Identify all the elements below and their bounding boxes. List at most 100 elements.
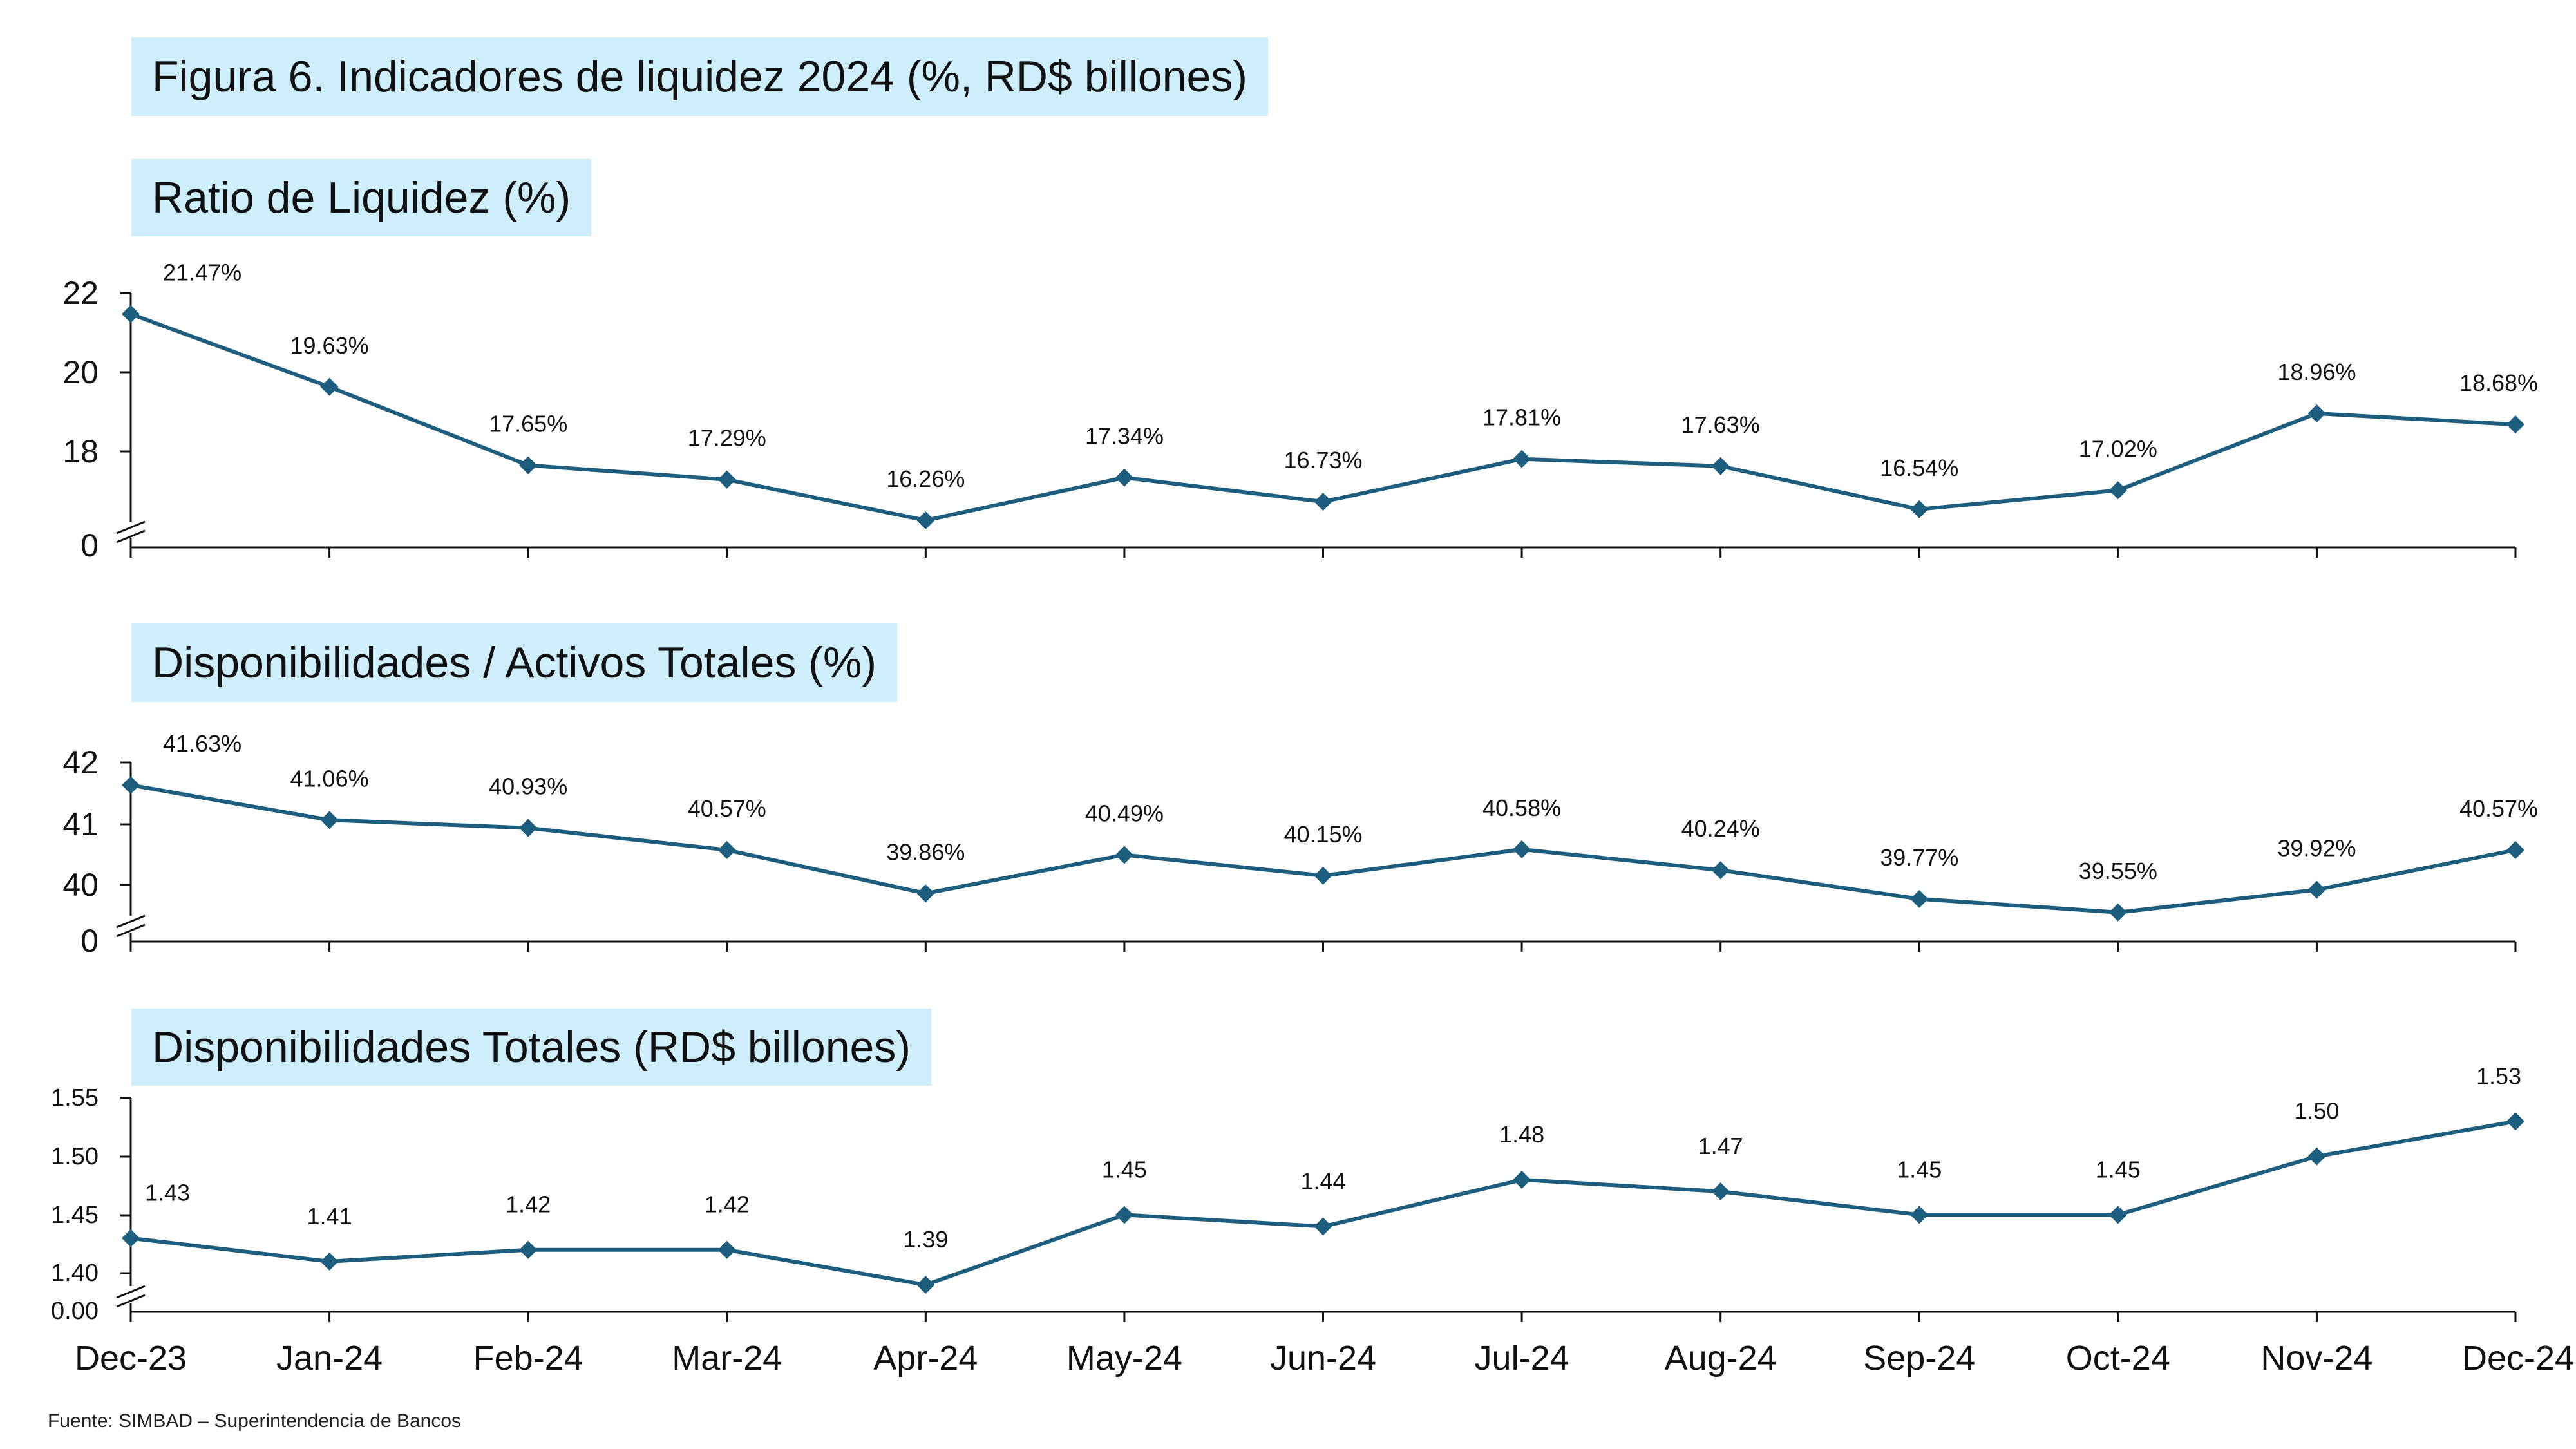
y-tick-label: 40 bbox=[62, 867, 99, 903]
data-label: 1.50 bbox=[2294, 1098, 2339, 1124]
data-point-marker bbox=[1910, 889, 1929, 908]
data-point-marker bbox=[122, 1229, 140, 1247]
y-tick-label: 1.55 bbox=[51, 1084, 99, 1112]
chart-title-disponibilidades-totales: Disponibilidades Totales (RD$ billones) bbox=[131, 1009, 932, 1086]
data-label: 1.41 bbox=[307, 1203, 352, 1229]
data-point-marker bbox=[2108, 481, 2127, 500]
data-label: 40.57% bbox=[2459, 795, 2538, 822]
data-point-marker bbox=[2108, 903, 2127, 922]
data-label: 1.53 bbox=[2476, 1063, 2521, 1089]
data-label: 1.44 bbox=[1300, 1168, 1345, 1194]
series-line bbox=[130, 783, 2516, 914]
data-label: 17.65% bbox=[489, 411, 567, 437]
data-label: 1.39 bbox=[903, 1226, 948, 1253]
y-tick-label: 0 bbox=[80, 527, 99, 564]
x-tick-label: May-24 bbox=[1066, 1339, 1182, 1378]
data-label: 16.73% bbox=[1283, 447, 1362, 473]
data-label: 39.77% bbox=[1880, 844, 1958, 871]
data-point-marker bbox=[717, 1240, 736, 1259]
y-tick-label: 20 bbox=[62, 354, 99, 390]
source-note: Fuente: SIMBAD – Superintendencia de Ban… bbox=[48, 1410, 462, 1432]
data-label: 1.42 bbox=[705, 1191, 750, 1218]
x-tick-label: Nov-24 bbox=[2260, 1339, 2372, 1378]
data-label: 39.55% bbox=[2079, 858, 2157, 884]
data-point-marker bbox=[122, 776, 140, 795]
data-label: 41.06% bbox=[290, 765, 369, 791]
data-label: 1.45 bbox=[2096, 1156, 2141, 1182]
data-point-marker bbox=[2307, 880, 2326, 899]
data-label: 18.68% bbox=[2459, 370, 2538, 396]
axis-break-mark bbox=[116, 1294, 146, 1308]
data-point-marker bbox=[2506, 1112, 2524, 1131]
chart-title-ratio-liquidez: Ratio de Liquidez (%) bbox=[131, 159, 592, 236]
x-tick-label: Dec-23 bbox=[75, 1339, 187, 1378]
axis-break-mark bbox=[116, 1285, 146, 1299]
y-tick-label: 42 bbox=[62, 744, 99, 781]
x-tick-label: Jun-24 bbox=[1270, 1339, 1376, 1378]
axis-break-mark bbox=[116, 529, 146, 544]
data-label: 16.54% bbox=[1880, 455, 1958, 481]
data-point-marker bbox=[519, 1240, 538, 1259]
chart-panel-3: 0.00 1.40 1.45 1.50 1.55 1.43 1.41 1.42 1.42 1.39… bbox=[51, 1063, 2574, 1378]
y-tick-label: 41 bbox=[62, 806, 99, 842]
data-label: 1.48 bbox=[1499, 1121, 1544, 1148]
data-label: 19.63% bbox=[290, 332, 369, 359]
y-tick-label: 1.45 bbox=[51, 1202, 99, 1229]
data-label: 17.29% bbox=[688, 425, 766, 451]
data-point-marker bbox=[2307, 404, 2326, 422]
data-point-marker bbox=[1314, 866, 1332, 885]
data-label: 16.26% bbox=[886, 466, 965, 492]
data-label: 17.02% bbox=[2079, 435, 2157, 462]
data-point-marker bbox=[916, 1276, 935, 1294]
data-label: 40.15% bbox=[1283, 821, 1362, 848]
x-tick-label: Sep-24 bbox=[1863, 1339, 1975, 1378]
data-point-marker bbox=[320, 811, 339, 829]
data-label: 17.34% bbox=[1085, 423, 1164, 450]
data-point-marker bbox=[1115, 468, 1133, 487]
data-point-marker bbox=[320, 1252, 339, 1271]
x-tick-label: Mar-24 bbox=[672, 1339, 782, 1378]
data-point-marker bbox=[1513, 840, 1531, 858]
chart-title-disponibilidades-activos: Disponibilidades / Activos Totales (%) bbox=[131, 623, 898, 702]
x-tick-label: Jan-24 bbox=[276, 1339, 383, 1378]
data-point-marker bbox=[2506, 415, 2524, 434]
data-label: 39.86% bbox=[886, 838, 965, 865]
data-point-marker bbox=[916, 884, 935, 903]
x-tick-label: Oct-24 bbox=[2066, 1339, 2170, 1378]
x-tick-label: Dec-24 bbox=[2462, 1339, 2574, 1378]
y-tick-label: 18 bbox=[62, 433, 99, 469]
data-point-marker bbox=[122, 305, 140, 323]
data-point-marker bbox=[1711, 457, 1730, 475]
data-point-marker bbox=[1711, 861, 1730, 880]
chart-panel-2: 0 40 41 42 41.63% 41.06% 40.93% 40.57% 39.86% 40.… bbox=[62, 730, 2538, 959]
axis-break-mark bbox=[116, 520, 146, 535]
x-tick-label: Feb-24 bbox=[473, 1339, 583, 1378]
data-point-marker bbox=[717, 470, 736, 489]
data-label: 40.24% bbox=[1681, 815, 1760, 842]
data-point-marker bbox=[1314, 493, 1332, 511]
data-point-marker bbox=[1115, 1206, 1133, 1224]
data-label: 1.47 bbox=[1698, 1133, 1743, 1159]
data-label: 40.93% bbox=[489, 773, 567, 800]
data-label: 17.63% bbox=[1681, 412, 1760, 438]
data-label: 1.45 bbox=[1897, 1156, 1942, 1182]
data-point-marker bbox=[2307, 1147, 2326, 1166]
x-tick-label: Apr-24 bbox=[873, 1339, 978, 1378]
y-tick-label: 0.00 bbox=[51, 1298, 99, 1325]
data-point-marker bbox=[1513, 450, 1531, 468]
y-tick-label: 1.50 bbox=[51, 1143, 99, 1170]
data-point-marker bbox=[1115, 846, 1133, 864]
y-tick-label: 22 bbox=[62, 275, 99, 311]
figure-title: Figura 6. Indicadores de liquidez 2024 (… bbox=[131, 37, 1268, 116]
data-point-marker bbox=[519, 456, 538, 475]
data-label: 39.92% bbox=[2277, 835, 2356, 862]
y-tick-label: 0 bbox=[80, 923, 99, 959]
data-label: 17.81% bbox=[1482, 404, 1561, 431]
data-point-marker bbox=[2506, 840, 2524, 859]
axis-break-mark bbox=[116, 914, 146, 929]
x-tick-label: Jul-24 bbox=[1475, 1339, 1569, 1378]
data-point-marker bbox=[320, 377, 339, 396]
data-point-marker bbox=[1910, 500, 1929, 518]
data-label: 1.43 bbox=[145, 1180, 190, 1206]
